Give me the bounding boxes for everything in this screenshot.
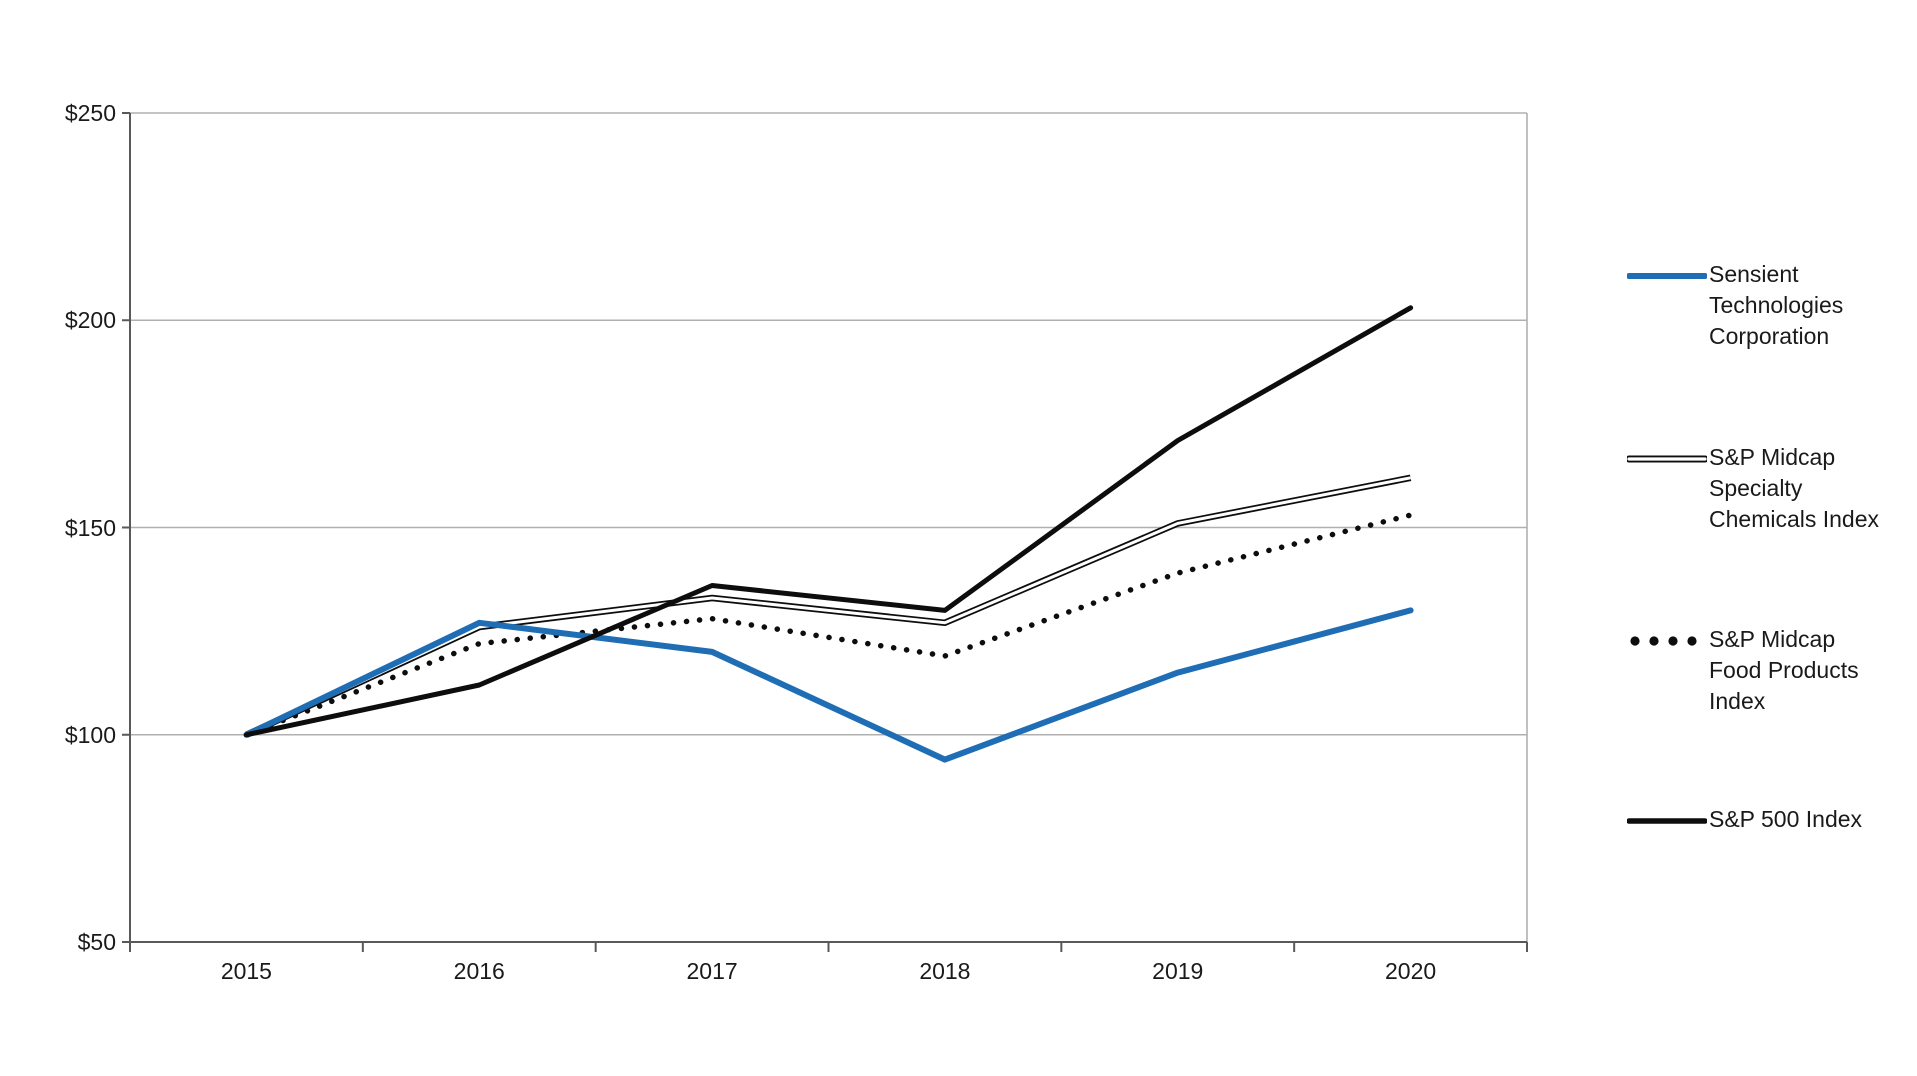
legend-item: S&P 500 Index xyxy=(1627,804,1862,835)
series-line-food-products xyxy=(243,512,1414,738)
legend-label-line: S&P 500 Index xyxy=(1709,806,1863,832)
x-axis-label: 2016 xyxy=(453,958,505,984)
legend-label: S&P Midcap Specialty Chemicals Index xyxy=(1709,442,1879,535)
legend-label-line: Corporation xyxy=(1709,323,1830,349)
x-axis-label: 2020 xyxy=(1384,958,1437,984)
legend-swatch-dotted-line xyxy=(1630,636,1697,646)
legend-label: S&P Midcap Food Products Index xyxy=(1709,624,1859,717)
legend-label-line: Technologies xyxy=(1709,292,1844,318)
legend-swatch-double-line xyxy=(1627,455,1707,463)
legend-label-line: Chemicals Index xyxy=(1709,506,1880,532)
legend-label-line: Sensient xyxy=(1709,261,1799,287)
legend-label-line: S&P Midcap xyxy=(1709,444,1836,470)
y-axis-label: $50 xyxy=(77,929,116,955)
legend-label-line: Specialty xyxy=(1709,475,1803,501)
series-line-sp500 xyxy=(243,305,1414,738)
x-axis-label: 2019 xyxy=(1152,958,1204,984)
y-axis-label: $100 xyxy=(64,721,116,748)
legend-label-line: Food Products xyxy=(1709,657,1859,683)
y-axis-label: $200 xyxy=(64,307,116,334)
legend-label: Sensient Technologies Corporation xyxy=(1709,259,1843,352)
legend: Sensient Technologies Corporation S&P Midca… xyxy=(1627,0,1917,1076)
x-axis-label: 2015 xyxy=(220,958,272,984)
legend-item: S&P Midcap Food Products Index xyxy=(1627,624,1859,717)
legend-item: Sensient Technologies Corporation xyxy=(1627,259,1843,352)
y-axis-label: $250 xyxy=(64,100,116,126)
y-axis-label: $150 xyxy=(64,514,116,541)
x-axis-label: 2018 xyxy=(919,958,971,984)
x-axis-label: 2017 xyxy=(686,958,738,984)
legend-label-line: Index xyxy=(1709,688,1766,714)
legend-item: S&P Midcap Specialty Chemicals Index xyxy=(1627,442,1879,535)
series-line-specialty-chemicals-core xyxy=(245,476,1411,737)
series-line-sensient xyxy=(243,607,1414,763)
legend-label-line: S&P Midcap xyxy=(1709,626,1836,652)
legend-swatch-solid-black-line xyxy=(1627,818,1707,824)
legend-label: S&P 500 Index xyxy=(1709,804,1862,835)
legend-swatch-solid-blue-line xyxy=(1627,273,1707,279)
